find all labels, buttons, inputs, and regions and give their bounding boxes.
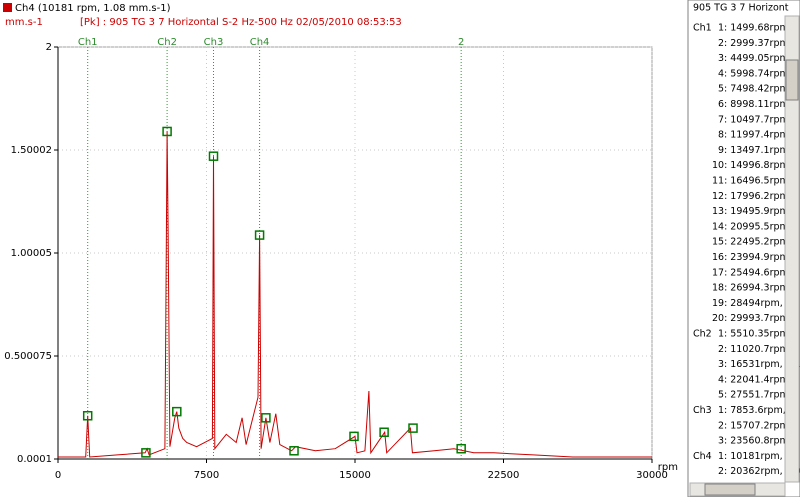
peak-marker: [82, 411, 93, 421]
row-group: Ch3: [693, 405, 712, 416]
row-text: 4: 5998.74rpm, (: [718, 68, 799, 79]
x-tick-label: 7500: [194, 470, 219, 481]
row-text: 19: 28494rpm, *: [712, 298, 791, 309]
side-panel: [687, 0, 800, 497]
row-text: 18: 26994.3rpm, (: [712, 283, 799, 294]
peak-marker: [141, 448, 151, 458]
peak-marker: [172, 406, 182, 417]
peak-marker: [289, 446, 299, 456]
y-unit: mm.s-1: [5, 17, 43, 28]
row-text: 11: 16496.5rpm, (: [712, 176, 799, 187]
x-tick-label: 30000: [636, 470, 668, 481]
peak-marker: [379, 427, 389, 437]
x-tick-label: 22500: [488, 470, 520, 481]
row-text: 20: 29993.7rpm, (: [712, 313, 799, 324]
peak-marker: [208, 151, 219, 161]
row-text: 1: 10181rpm,: [718, 451, 783, 462]
chart-title: Ch4 (10181 rpm, 1.08 mm.s-1): [15, 3, 171, 14]
x-tick-label: 15000: [339, 470, 371, 481]
row-text: 1: 5510.35rpm: [718, 329, 789, 340]
row-text: 7: 10497.7rpm, (: [718, 114, 799, 125]
panel-list: Ch1 1: 1499.68rpm, ( 2: 2999.37rpm, ( 3: 44…: [693, 23, 800, 478]
peak-marker: [349, 431, 359, 442]
row-text: 2: 20362rpm, 0.0: [718, 466, 800, 477]
cursor-label: Ch3: [204, 37, 224, 48]
row-text: 14: 20995.5rpm, (: [712, 221, 799, 232]
row-text: 3: 4499.05rpm, (: [718, 53, 799, 64]
subtitle: [Pk] : 905 TG 3 7 Horizontal S-2 Hz-500 …: [80, 17, 402, 28]
cursor-label: Ch2: [157, 37, 177, 48]
x-axis-label: rpm: [658, 462, 678, 473]
vertical-scrollbar[interactable]: [784, 15, 800, 483]
row-text: 10: 14996.8rpm, (: [712, 160, 799, 171]
row-text: 4: 22041.4rpm, *: [718, 374, 800, 385]
row-text: 1: 7853.6rpm,: [718, 405, 786, 416]
y-tick-label: 0.0001: [17, 454, 52, 465]
peak-marker: [456, 443, 466, 454]
row-text: 16: 23994.9rpm, (: [712, 252, 799, 263]
cursor-label: Ch1: [78, 37, 98, 48]
h-scroll-thumb[interactable]: [704, 483, 756, 496]
row-text: 13: 19495.9rpm, (: [712, 206, 799, 217]
peak-marker: [261, 413, 271, 423]
row-text: 17: 25494.6rpm, (: [712, 267, 799, 278]
row-text: 12: 17996.2rpm, (: [712, 191, 799, 202]
row-group: Ch4: [693, 451, 712, 462]
row-text: 5: 27551.7rpm, *: [718, 390, 800, 401]
row-text: 3: 16531rpm, 0.1: [718, 359, 800, 370]
cursor-label: 2: [458, 37, 464, 48]
peak-marker: [254, 230, 265, 240]
row-text: 2: 15707.2rpm, *: [718, 420, 800, 431]
row-group: Ch1: [693, 23, 712, 34]
spectrum-line: [58, 131, 652, 458]
row-text: 5: 7498.42rpm, *: [718, 84, 800, 95]
cursor-label: Ch4: [250, 37, 270, 48]
y-tick-label: 2: [46, 42, 52, 53]
peak-marker: [162, 126, 172, 137]
chart-window: [0, 0, 688, 497]
row-text: 15: 22495.2rpm, (: [712, 237, 799, 248]
plot: 0.0001 0.500075 1.00005 1.50002 2 0 7500 15000 2…: [4, 37, 678, 481]
y-tick-label: 1.00005: [11, 248, 52, 259]
row-text: 6: 8998.11rpm, *: [718, 99, 800, 110]
row-text: 9: 13497.1rpm, *: [718, 145, 800, 156]
row-text: 2: 2999.37rpm, (: [718, 38, 799, 49]
y-tick-label: 0.500075: [4, 351, 52, 362]
row-text: 1: 1499.68rpm, (: [718, 23, 799, 34]
peak-marker: [408, 423, 418, 433]
row-text: 3: 23560.8rpm, *: [718, 436, 800, 447]
channel-icon: [3, 3, 12, 12]
row-group: Ch2: [693, 329, 712, 340]
y-tick-label: 1.50002: [11, 145, 52, 156]
row-text: 8: 11997.4rpm, (: [718, 130, 799, 141]
scroll-thumb[interactable]: [785, 59, 799, 101]
panel-header: 905 TG 3 7 Horizont: [693, 3, 789, 14]
row-text: 2: 11020.7rpm, *: [718, 344, 800, 355]
x-tick-label: 0: [55, 470, 61, 481]
